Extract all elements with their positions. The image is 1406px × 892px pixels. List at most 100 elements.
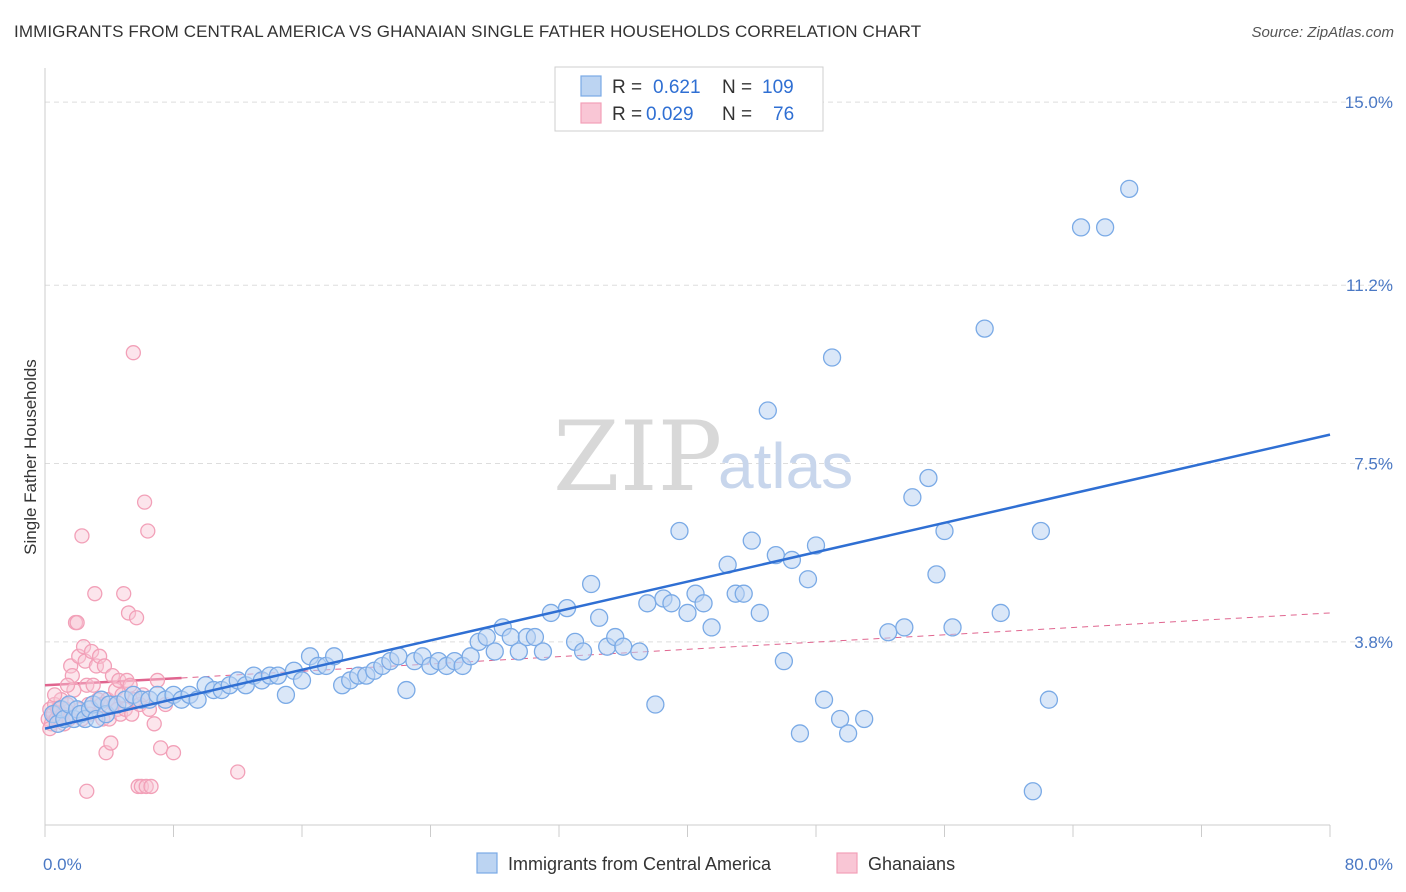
ghanaians-point bbox=[74, 528, 90, 544]
central-america-point bbox=[662, 594, 681, 613]
legend-r-label-2: R = bbox=[612, 104, 642, 125]
y-tick-label-0: 3.8% bbox=[1354, 633, 1393, 652]
central-america-point bbox=[855, 709, 874, 729]
legend-n-value-2: 76 bbox=[773, 104, 794, 125]
y-tick-labels: 3.8% 7.5% 11.2% 15.0% bbox=[1345, 93, 1393, 652]
central-america-point bbox=[919, 468, 938, 488]
x-tick-labels: 0.0% 80.0% bbox=[43, 855, 1393, 874]
central-america-point bbox=[702, 618, 721, 637]
stats-legend: R = 0.621 N = 109 R = 0.029 N = 76 bbox=[554, 66, 824, 132]
ghanaians-points bbox=[40, 345, 246, 799]
central-america-point bbox=[276, 685, 296, 705]
y-tick-label-1: 7.5% bbox=[1354, 455, 1393, 474]
central-america-point bbox=[895, 618, 914, 637]
central-america-point bbox=[790, 724, 810, 743]
central-america-point bbox=[838, 724, 858, 743]
ghanaians-point bbox=[149, 672, 166, 689]
chart-title: IMMIGRANTS FROM CENTRAL AMERICA VS GHANA… bbox=[14, 22, 922, 41]
ghanaians-point bbox=[230, 764, 246, 780]
central-america-point bbox=[646, 695, 665, 714]
ghanaians-point bbox=[152, 740, 169, 756]
x-tick-label-min: 0.0% bbox=[43, 855, 82, 874]
ghanaians-point bbox=[136, 494, 153, 510]
ghanaians-point bbox=[120, 605, 137, 621]
bottom-legend-swatch-pink bbox=[836, 852, 858, 874]
bottom-legend-swatch-blue bbox=[476, 852, 498, 874]
source-label: Source: ZipAtlas.com bbox=[1251, 24, 1394, 41]
central-america-point bbox=[590, 608, 609, 627]
ghanaians-point bbox=[69, 614, 85, 631]
ghanaians-point bbox=[146, 716, 162, 732]
central-america-point bbox=[814, 690, 834, 709]
central-america-point bbox=[879, 623, 898, 642]
ghanaians-point bbox=[79, 783, 95, 799]
central-america-point bbox=[638, 594, 657, 613]
watermark: ZIP atlas bbox=[553, 401, 853, 513]
central-america-point bbox=[1071, 218, 1091, 237]
central-america-point bbox=[397, 680, 416, 700]
central-america-point bbox=[734, 584, 753, 603]
ghanaians-point bbox=[91, 648, 108, 664]
central-america-point bbox=[509, 642, 528, 661]
ghanaians-point bbox=[59, 677, 76, 693]
watermark-zip: ZIP bbox=[553, 401, 722, 513]
central-america-point bbox=[630, 642, 649, 661]
central-america-point bbox=[670, 521, 689, 541]
central-america-point bbox=[573, 642, 593, 661]
central-america-point bbox=[1039, 690, 1059, 709]
central-america-point bbox=[1023, 782, 1042, 801]
ghanaians-point bbox=[83, 643, 100, 660]
ghanaians-point bbox=[128, 610, 145, 626]
legend-swatch-blue bbox=[580, 75, 602, 97]
legend-swatch-pink bbox=[580, 102, 602, 124]
central-america-point bbox=[525, 627, 545, 647]
y-tick-label-3: 15.0% bbox=[1345, 93, 1393, 112]
bottom-legend-label-pink: Ghanaians bbox=[868, 854, 955, 874]
watermark-atlas: atlas bbox=[718, 430, 853, 502]
legend-n-label-1: N = bbox=[722, 77, 752, 98]
central-america-point bbox=[678, 603, 697, 623]
ghanaians-point bbox=[85, 677, 101, 693]
ghanaians-point bbox=[140, 523, 156, 539]
central-america-point bbox=[694, 594, 713, 613]
ghanaians-point bbox=[125, 345, 141, 361]
central-america-trend bbox=[44, 433, 1331, 730]
ghanaians-point bbox=[116, 586, 132, 602]
ghanaians-point bbox=[87, 586, 103, 602]
series-legend: Immigrants from Central America Ghanaian… bbox=[476, 852, 955, 874]
central-america-point bbox=[750, 603, 769, 623]
grid-lines bbox=[45, 101, 1395, 643]
central-america-point bbox=[614, 637, 633, 656]
central-america-point bbox=[991, 603, 1010, 623]
ghanaians-point bbox=[98, 745, 114, 761]
ghanaians-point bbox=[165, 745, 182, 761]
central-america-point bbox=[903, 488, 922, 507]
central-america-point bbox=[975, 319, 994, 338]
central-america-point bbox=[581, 574, 601, 594]
central-america-point bbox=[927, 565, 946, 584]
y-tick-label-2: 11.2% bbox=[1346, 276, 1393, 295]
ghanaians-point bbox=[46, 687, 63, 703]
legend-r-value-2: 0.029 bbox=[646, 104, 694, 125]
central-america-point bbox=[758, 401, 777, 420]
central-america-point bbox=[774, 651, 794, 671]
legend-n-value-1: 109 bbox=[762, 77, 794, 98]
y-axis-label: Single Father Households bbox=[21, 359, 40, 555]
ghanaians-point bbox=[143, 778, 159, 795]
central-america-point bbox=[292, 671, 312, 690]
bottom-legend-label-blue: Immigrants from Central America bbox=[508, 854, 772, 874]
central-america-point bbox=[485, 642, 504, 661]
ghanaians-point bbox=[138, 778, 154, 795]
axes bbox=[44, 68, 1331, 837]
central-america-points bbox=[43, 179, 1139, 801]
x-tick-label-max: 80.0% bbox=[1345, 855, 1393, 874]
central-america-point bbox=[943, 618, 962, 637]
legend-r-value-1: 0.621 bbox=[653, 77, 701, 98]
central-america-point bbox=[830, 709, 850, 729]
legend-r-label-1: R = bbox=[612, 77, 642, 98]
central-america-point bbox=[1095, 218, 1115, 237]
ghanaians-point bbox=[103, 735, 119, 751]
central-america-point bbox=[533, 642, 553, 661]
central-america-point bbox=[806, 536, 826, 555]
